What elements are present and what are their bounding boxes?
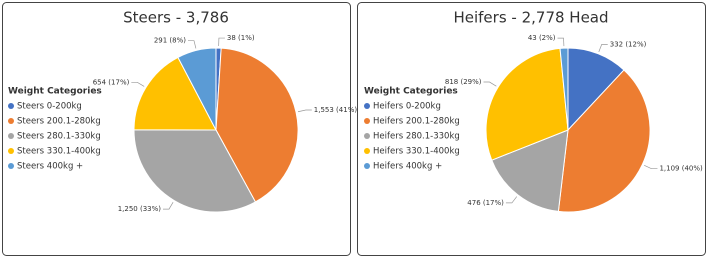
pie-slice xyxy=(485,47,569,161)
leader-line xyxy=(557,37,565,47)
data-label: 818 (29%) xyxy=(445,78,482,86)
legend-marker xyxy=(8,163,14,169)
leader-line xyxy=(163,202,174,210)
leader-line xyxy=(131,81,145,87)
pie-slice xyxy=(215,47,299,203)
leader-line xyxy=(483,81,497,87)
pie-slice xyxy=(133,129,257,213)
legend-label: Heifers 330.1-400kg xyxy=(373,147,460,157)
legend-marker xyxy=(8,103,14,109)
leader-line xyxy=(218,37,225,47)
legend-title: Weight Categories xyxy=(8,87,102,97)
chart-title: Steers - 3,786 xyxy=(123,9,229,27)
leader-line xyxy=(297,109,312,113)
legend-marker xyxy=(8,133,14,139)
legend-label: Steers 0-200kg xyxy=(17,102,82,112)
data-label: 291 (8%) xyxy=(154,37,186,45)
data-label: 476 (17%) xyxy=(467,199,504,207)
data-label: 43 (2%) xyxy=(528,34,556,42)
legend-marker xyxy=(364,118,370,124)
legend-marker xyxy=(364,163,370,169)
legend-label: Heifers 400kg + xyxy=(373,162,442,172)
legend-label: Steers 330.1-400kg xyxy=(17,147,101,157)
pie-slice xyxy=(567,47,625,132)
legend-label: Steers 200.1-280kg xyxy=(17,117,101,127)
leader-line xyxy=(188,40,197,49)
pie-slice xyxy=(557,69,651,213)
data-label: 654 (17%) xyxy=(93,78,130,86)
leader-line xyxy=(598,44,608,52)
pie-slice xyxy=(133,56,217,131)
legend-label: Heifers 280.1-330kg xyxy=(373,132,460,142)
data-label: 1,109 (40%) xyxy=(659,165,703,173)
legend-label: Steers 280.1-330kg xyxy=(17,132,101,142)
leader-line xyxy=(644,165,658,170)
legend-marker xyxy=(364,103,370,109)
legend-marker xyxy=(364,133,370,139)
legend-title: Weight Categories xyxy=(364,87,458,97)
legend-marker xyxy=(8,118,14,124)
data-label: 332 (12%) xyxy=(610,40,647,48)
pie-slice xyxy=(559,47,569,131)
pie-slice xyxy=(491,129,569,212)
legend-label: Heifers 0-200kg xyxy=(373,102,441,112)
legend-label: Steers 400kg + xyxy=(17,162,83,172)
data-label: 1,250 (33%) xyxy=(118,205,162,213)
pie-slice xyxy=(177,47,217,131)
data-label: 1,553 (41%) xyxy=(314,106,358,114)
legend-marker xyxy=(364,148,370,154)
data-label: 38 (1%) xyxy=(227,34,255,42)
chart-title: Heifers - 2,778 Head xyxy=(453,9,608,27)
legend-label: Heifers 200.1-280kg xyxy=(373,117,460,127)
legend-marker xyxy=(8,148,14,154)
leader-line xyxy=(505,196,518,204)
